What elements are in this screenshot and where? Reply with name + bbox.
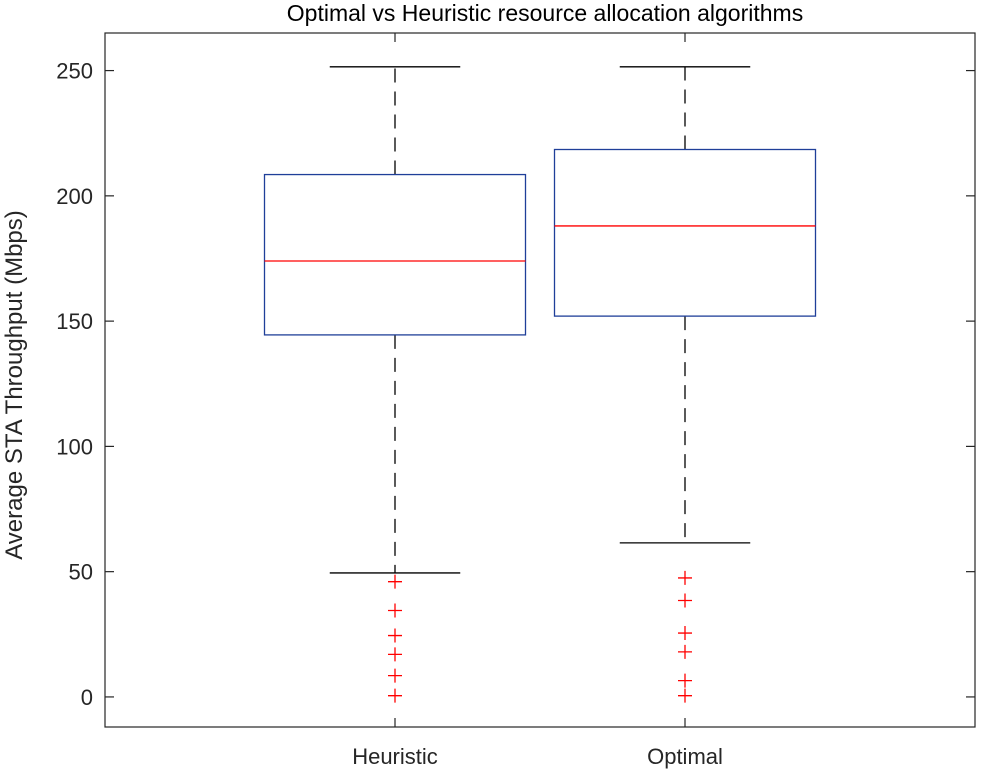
chart-title: Optimal vs Heuristic resource allocation… bbox=[287, 0, 803, 26]
y-tick-label: 200 bbox=[56, 184, 93, 209]
outlier-marker bbox=[678, 593, 692, 608]
outlier-marker bbox=[678, 688, 692, 703]
iqr-box bbox=[553, 148, 817, 317]
y-tick-label: 50 bbox=[69, 560, 93, 585]
plot-area: 0 50 100 150 200 250 Heuristic Optimal bbox=[56, 32, 976, 769]
outlier-marker bbox=[388, 574, 402, 589]
outlier-marker bbox=[678, 644, 692, 659]
outlier-marker bbox=[678, 673, 692, 688]
outlier-marker bbox=[388, 603, 402, 618]
outlier-marker bbox=[388, 668, 402, 683]
x-tick-label: Optimal bbox=[647, 744, 723, 769]
y-tick-label: 250 bbox=[56, 59, 93, 84]
plot-frame bbox=[104, 32, 976, 728]
y-tick-label: 0 bbox=[81, 685, 93, 710]
y-tick-label: 150 bbox=[56, 309, 93, 334]
outlier-marker bbox=[388, 628, 402, 643]
x-tick-label: Heuristic bbox=[352, 744, 438, 769]
iqr-box bbox=[263, 173, 527, 336]
outlier-marker bbox=[388, 688, 402, 703]
y-axis-label: Average STA Throughput (Mbps) bbox=[1, 210, 28, 560]
y-tick-label: 100 bbox=[56, 434, 93, 459]
outlier-marker bbox=[678, 570, 692, 585]
outlier-marker bbox=[678, 626, 692, 641]
outlier-marker bbox=[388, 647, 402, 662]
